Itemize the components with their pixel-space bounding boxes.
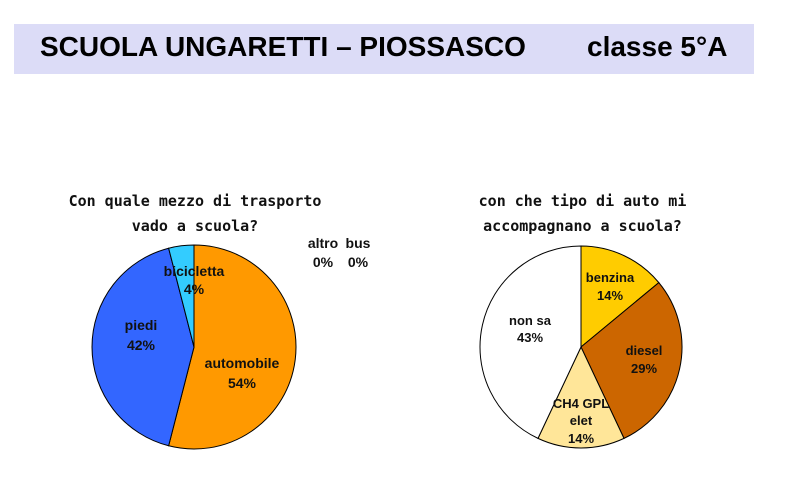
page-title: SCUOLA UNGARETTI – PIOSSASCO xyxy=(40,31,526,62)
car-type-slice-diesel xyxy=(580,281,683,440)
chart2-title-line2: accompagnano a scuola? xyxy=(483,217,682,235)
pie-chart-transport-labels: automobile 54% piedi 42% bicicletta 4% a… xyxy=(125,235,371,391)
slice-label-piedi: piedi xyxy=(125,317,158,333)
transport-slice-bicicletta xyxy=(168,244,195,348)
slice-value-altro: 0% xyxy=(313,254,334,270)
slice-value-automobile: 54% xyxy=(228,375,257,391)
chart1-title-line1: Con quale mezzo di trasporto xyxy=(68,192,322,210)
slice-label-diesel: diesel xyxy=(626,343,663,358)
slice-value-ch4-gpl-elet: 14% xyxy=(568,431,594,446)
slice-label-bicicletta: bicicletta xyxy=(164,263,225,279)
pie-chart-transport xyxy=(91,244,297,450)
slice-label-bus: bus xyxy=(346,235,371,251)
title-banner xyxy=(14,24,754,74)
slice-label-ch4-gpl: CH4 GPL xyxy=(553,396,609,411)
slice-value-bus: 0% xyxy=(348,254,369,270)
transport-slice-automobile xyxy=(168,244,297,450)
chart1-title-line2: vado a scuola? xyxy=(131,217,259,235)
car-type-slice-non-sa xyxy=(479,245,582,440)
pie-chart-car-type xyxy=(479,245,683,449)
slice-label-altro: altro xyxy=(308,235,338,251)
slice-value-non-sa: 43% xyxy=(517,330,543,345)
class-label: classe 5°A xyxy=(587,31,728,62)
slice-value-diesel: 29% xyxy=(631,361,657,376)
slice-label-benzina: benzina xyxy=(586,270,635,285)
chart2-title: con che tipo di auto mi accompagnano a s… xyxy=(465,189,700,239)
car-type-slice-benzina xyxy=(580,245,660,349)
chart1-title: Con quale mezzo di trasporto vado a scuo… xyxy=(40,189,350,239)
pie-chart-car-type-labels: benzina 14% diesel 29% CH4 GPL elet 14% … xyxy=(509,270,662,446)
slice-value-piedi: 42% xyxy=(127,337,156,353)
slice-value-bicicletta: 4% xyxy=(184,281,205,297)
transport-slice-piedi xyxy=(91,247,195,447)
slice-label-non-sa: non sa xyxy=(509,313,552,328)
chart2-title-line1: con che tipo di auto mi xyxy=(478,192,687,210)
slice-value-benzina: 14% xyxy=(597,288,623,303)
slice-label-automobile: automobile xyxy=(205,355,280,371)
slice-label-elet: elet xyxy=(570,413,593,428)
car-type-slice-ch4-gpl-elet xyxy=(537,345,625,449)
